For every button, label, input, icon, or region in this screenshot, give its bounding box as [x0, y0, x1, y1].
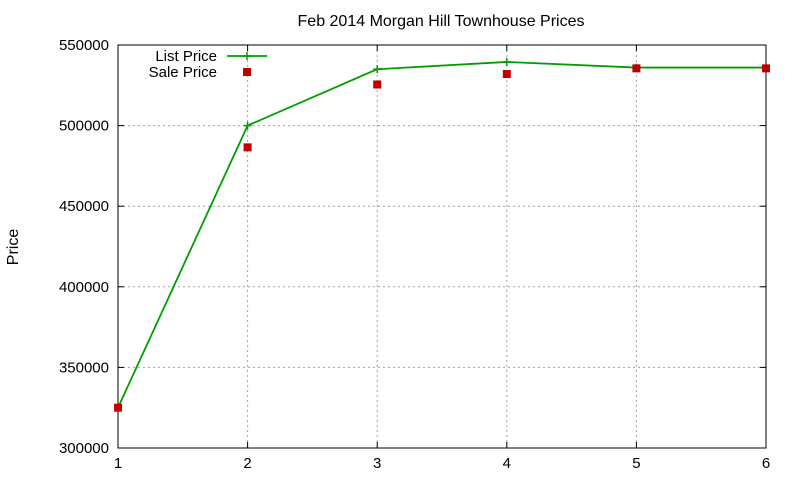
list-price-point — [373, 65, 382, 74]
legend-marker — [243, 68, 251, 76]
sale-price-point — [762, 64, 770, 73]
y-tick-label: 550000 — [59, 37, 109, 54]
y-tick-label: 500000 — [59, 118, 109, 135]
sale-price-series — [114, 64, 770, 412]
legend-label: List Price — [155, 48, 217, 65]
axes: 1 2 3 4 5 6 300000 350000 400000 450000 500000 5500… — [59, 37, 770, 472]
legend-label: Sale Price — [149, 64, 217, 81]
y-axis-label: Price — [5, 229, 22, 266]
chart-title: Feb 2014 Morgan Hill Townhouse Prices — [298, 13, 585, 30]
list-price-series — [114, 57, 770, 412]
list-price-point — [502, 57, 511, 66]
sale-price-point — [243, 143, 252, 152]
sale-price-point — [373, 80, 382, 89]
legend-entry-sale-price: Sale Price — [149, 64, 251, 81]
plot-frame — [117, 44, 767, 449]
x-tick-label: 1 — [114, 455, 122, 472]
x-tick-label: 3 — [373, 455, 381, 472]
x-tick-label: 2 — [243, 455, 251, 472]
y-tick-label: 350000 — [59, 359, 109, 376]
list-price-line — [117, 61, 766, 409]
legend-entry-list-price: List Price — [155, 48, 267, 65]
y-tick-label: 300000 — [59, 440, 109, 457]
sale-price-point — [632, 64, 641, 73]
sale-price-point — [114, 403, 122, 412]
grid-lines — [118, 45, 766, 448]
x-tick-label: 5 — [632, 455, 640, 472]
y-tick-label: 450000 — [59, 198, 109, 215]
legend-marker — [243, 52, 251, 60]
series-layer — [114, 57, 770, 412]
x-tick-label: 4 — [503, 455, 511, 472]
y-tick-label: 400000 — [59, 279, 109, 296]
list-price-point — [243, 121, 252, 130]
sale-price-point — [502, 70, 511, 79]
x-tick-label: 6 — [762, 455, 770, 472]
